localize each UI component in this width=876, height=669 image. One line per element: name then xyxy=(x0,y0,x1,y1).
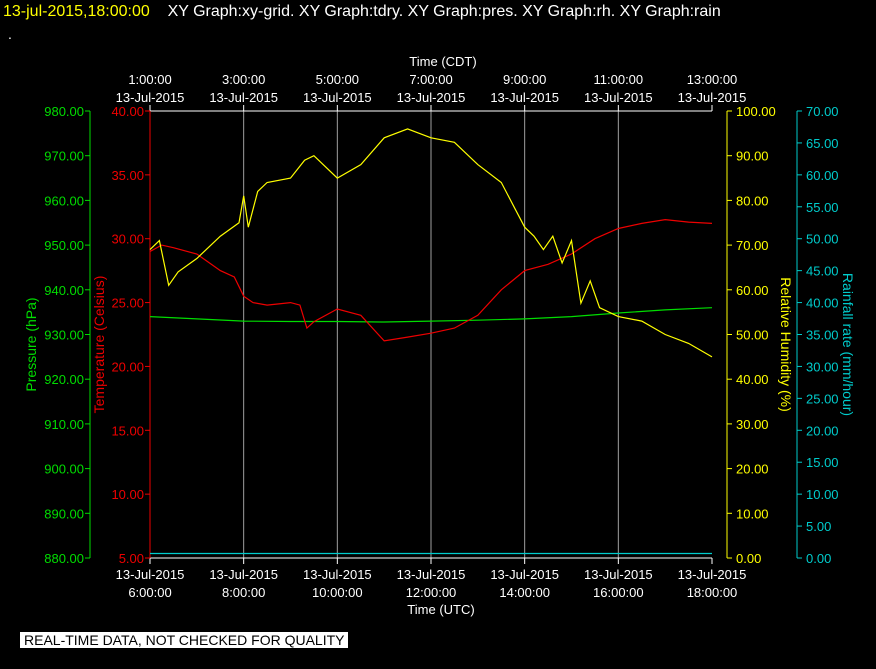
humidity-axis-title: Relative Humidity (%) xyxy=(778,277,794,412)
temperature-tick-label: 40.00 xyxy=(111,104,144,119)
top-tick-label-time: 3:00:00 xyxy=(222,72,265,87)
rain-tick-label: 25.00 xyxy=(806,391,839,406)
bottom-tick-label-date: 13-Jul-2015 xyxy=(397,567,466,582)
rain-tick-label: 30.00 xyxy=(806,359,839,374)
header-graph-titles: XY Graph:xy-grid. XY Graph:tdry. XY Grap… xyxy=(167,3,721,20)
rain-tick-label: 35.00 xyxy=(806,328,839,343)
series-line-pres xyxy=(149,307,713,323)
temperature-tick-label: 25.00 xyxy=(111,296,144,311)
rain-tick-label: 5.00 xyxy=(806,519,831,534)
pressure-tick-label: 930.00 xyxy=(44,328,84,343)
bottom-tick-label-time: 12:00:00 xyxy=(406,585,457,600)
bottom-tick-label-date: 13-Jul-2015 xyxy=(116,567,185,582)
pressure-tick-label: 880.00 xyxy=(44,551,84,566)
rain-tick-label: 45.00 xyxy=(806,264,839,279)
rain-axis-title: Rainfall rate (mm/hour) xyxy=(840,273,856,416)
top-tick-label-time: 7:00:00 xyxy=(409,72,452,87)
top-tick-label-time: 9:00:00 xyxy=(503,72,546,87)
temperature-tick-label: 10.00 xyxy=(111,487,144,502)
rain-tick-label: 60.00 xyxy=(806,168,839,183)
rain-tick-label: 65.00 xyxy=(806,136,839,151)
temperature-tick-label: 30.00 xyxy=(111,232,144,247)
pressure-axis-title: Pressure (hPa) xyxy=(23,297,39,391)
humidity-tick-label: 100.00 xyxy=(736,104,776,119)
top-tick-label-date: 13-Jul-2015 xyxy=(584,90,653,105)
rain-tick-label: 20.00 xyxy=(806,423,839,438)
pressure-tick-label: 900.00 xyxy=(44,462,84,477)
pressure-tick-label: 970.00 xyxy=(44,149,84,164)
bottom-tick-label-time: 10:00:00 xyxy=(312,585,363,600)
quality-notice: REAL-TIME DATA, NOT CHECKED FOR QUALITY xyxy=(20,632,349,648)
header-dot: . xyxy=(8,26,12,42)
top-axis-title: Time (CDT) xyxy=(409,54,476,69)
bottom-tick-label-time: 8:00:00 xyxy=(222,585,265,600)
rain-tick-label: 50.00 xyxy=(806,232,839,247)
humidity-tick-label: 90.00 xyxy=(736,149,769,164)
humidity-tick-label: 0.00 xyxy=(736,551,761,566)
pressure-tick-label: 890.00 xyxy=(44,506,84,521)
header-datetime: 13-jul-2015,18:00:00 xyxy=(3,3,150,20)
bottom-tick-label-date: 13-Jul-2015 xyxy=(209,567,278,582)
bottom-axis-title: Time (UTC) xyxy=(407,602,474,617)
humidity-tick-label: 20.00 xyxy=(736,462,769,477)
top-tick-label-date: 13-Jul-2015 xyxy=(209,90,278,105)
humidity-tick-label: 80.00 xyxy=(736,193,769,208)
temperature-tick-label: 35.00 xyxy=(111,168,144,183)
rain-tick-label: 0.00 xyxy=(806,551,831,566)
humidity-tick-label: 70.00 xyxy=(736,238,769,253)
temperature-tick-label: 15.00 xyxy=(111,423,144,438)
rain-tick-label: 70.00 xyxy=(806,104,839,119)
humidity-tick-label: 50.00 xyxy=(736,328,769,343)
top-tick-label-date: 13-Jul-2015 xyxy=(116,90,185,105)
series-line-rh xyxy=(149,128,713,358)
bottom-tick-label-time: 16:00:00 xyxy=(593,585,644,600)
rain-tick-label: 40.00 xyxy=(806,296,839,311)
temperature-tick-label: 20.00 xyxy=(111,359,144,374)
rain-tick-label: 15.00 xyxy=(806,455,839,470)
pressure-tick-label: 960.00 xyxy=(44,193,84,208)
top-tick-label-date: 13-Jul-2015 xyxy=(397,90,466,105)
pressure-tick-label: 920.00 xyxy=(44,372,84,387)
bottom-tick-label-date: 13-Jul-2015 xyxy=(490,567,559,582)
bottom-tick-label-date: 13-Jul-2015 xyxy=(303,567,372,582)
bottom-tick-label-time: 14:00:00 xyxy=(499,585,550,600)
bottom-tick-label-time: 18:00:00 xyxy=(687,585,738,600)
rain-tick-label: 55.00 xyxy=(806,200,839,215)
top-tick-label-time: 13:00:00 xyxy=(687,72,738,87)
temperature-axis-title: Temperature (Celsius) xyxy=(91,276,107,414)
humidity-tick-label: 60.00 xyxy=(736,283,769,298)
bottom-tick-label-date: 13-Jul-2015 xyxy=(584,567,653,582)
top-tick-label-time: 11:00:00 xyxy=(594,72,644,87)
series-line-tdry xyxy=(149,218,713,342)
pressure-tick-label: 950.00 xyxy=(44,238,84,253)
pressure-tick-label: 980.00 xyxy=(44,104,84,119)
pressure-tick-label: 940.00 xyxy=(44,283,84,298)
top-tick-label-time: 5:00:00 xyxy=(316,72,359,87)
temperature-tick-label: 5.00 xyxy=(119,551,144,566)
rain-tick-label: 10.00 xyxy=(806,487,839,502)
bottom-tick-label-date: 13-Jul-2015 xyxy=(678,567,747,582)
top-tick-label-date: 13-Jul-2015 xyxy=(678,90,747,105)
top-tick-label-time: 1:00:00 xyxy=(128,72,171,87)
humidity-tick-label: 30.00 xyxy=(736,417,769,432)
graph-header: 13-jul-2015,18:00:00 XY Graph:xy-grid. X… xyxy=(3,3,721,21)
humidity-tick-label: 40.00 xyxy=(736,372,769,387)
bottom-tick-label-time: 6:00:00 xyxy=(128,585,171,600)
pressure-tick-label: 910.00 xyxy=(44,417,84,432)
humidity-tick-label: 10.00 xyxy=(736,506,769,521)
top-tick-label-date: 13-Jul-2015 xyxy=(490,90,559,105)
top-tick-label-date: 13-Jul-2015 xyxy=(303,90,372,105)
